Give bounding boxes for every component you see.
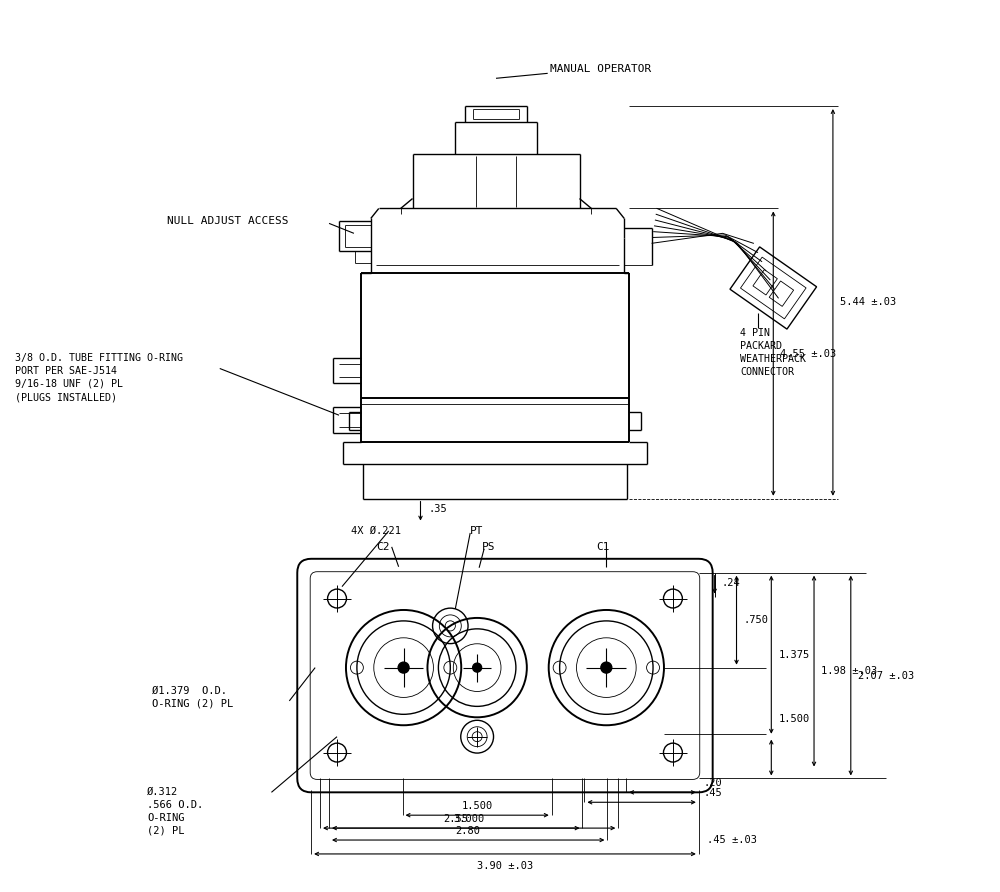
Text: .45 ±.03: .45 ±.03 — [707, 835, 757, 845]
Text: 1.98 ±.03: 1.98 ±.03 — [821, 666, 877, 676]
Text: 1.500: 1.500 — [778, 714, 810, 723]
Text: .750: .750 — [743, 615, 768, 625]
Text: Ø1.379  O.D.
O-RING (2) PL: Ø1.379 O.D. O-RING (2) PL — [152, 685, 233, 708]
Text: 3.000: 3.000 — [454, 814, 485, 824]
Circle shape — [601, 662, 612, 673]
Text: MANUAL OPERATOR: MANUAL OPERATOR — [550, 64, 651, 74]
Text: .45: .45 — [704, 789, 722, 798]
Text: NULL ADJUST ACCESS: NULL ADJUST ACCESS — [167, 217, 289, 227]
Text: C2: C2 — [376, 541, 389, 552]
Text: 2.07 ±.03: 2.07 ±.03 — [858, 671, 914, 681]
Text: 1.375: 1.375 — [778, 649, 810, 660]
Text: 5.44 ±.03: 5.44 ±.03 — [840, 297, 896, 308]
Text: .35: .35 — [428, 504, 447, 514]
Text: .24: .24 — [722, 578, 740, 588]
Text: 4 PIN
PACKARD
WEATHERPACK
CONNECTOR: 4 PIN PACKARD WEATHERPACK CONNECTOR — [740, 327, 806, 377]
Text: 4X Ø.221: 4X Ø.221 — [351, 526, 401, 536]
Circle shape — [398, 662, 409, 673]
Text: PT: PT — [470, 526, 484, 536]
Text: 2.55: 2.55 — [443, 814, 468, 824]
Text: Ø.312
.566 O.D.
O-RING
(2) PL: Ø.312 .566 O.D. O-RING (2) PL — [147, 787, 203, 836]
Circle shape — [473, 663, 482, 672]
Text: .20: .20 — [704, 779, 722, 789]
Text: PS: PS — [482, 541, 496, 552]
Text: 1.500: 1.500 — [462, 801, 493, 811]
Text: 3/8 O.D. TUBE FITTING O-RING
PORT PER SAE-J514
9/16-18 UNF (2) PL
(PLUGS INSTALL: 3/8 O.D. TUBE FITTING O-RING PORT PER SA… — [15, 352, 183, 402]
Text: 3.90 ±.03: 3.90 ±.03 — [477, 861, 533, 871]
Text: C1: C1 — [596, 541, 610, 552]
Text: 2.80: 2.80 — [456, 826, 481, 836]
Text: 4.55 ±.03: 4.55 ±.03 — [780, 349, 836, 359]
